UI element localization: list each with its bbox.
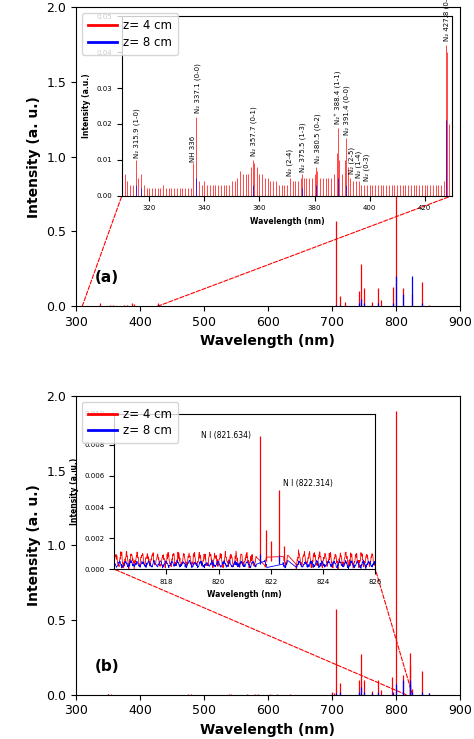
X-axis label: Wavelength (nm): Wavelength (nm) [201, 723, 335, 737]
Y-axis label: Intensity (a. u.): Intensity (a. u.) [27, 96, 41, 218]
Text: (b): (b) [95, 658, 119, 674]
Text: (a): (a) [95, 270, 119, 285]
Legend: z= 4 cm, z= 8 cm: z= 4 cm, z= 8 cm [82, 13, 178, 55]
X-axis label: Wavelength (nm): Wavelength (nm) [201, 335, 335, 349]
Y-axis label: Intensity (a. u.): Intensity (a. u.) [27, 484, 41, 606]
Legend: z= 4 cm, z= 8 cm: z= 4 cm, z= 8 cm [82, 402, 178, 443]
